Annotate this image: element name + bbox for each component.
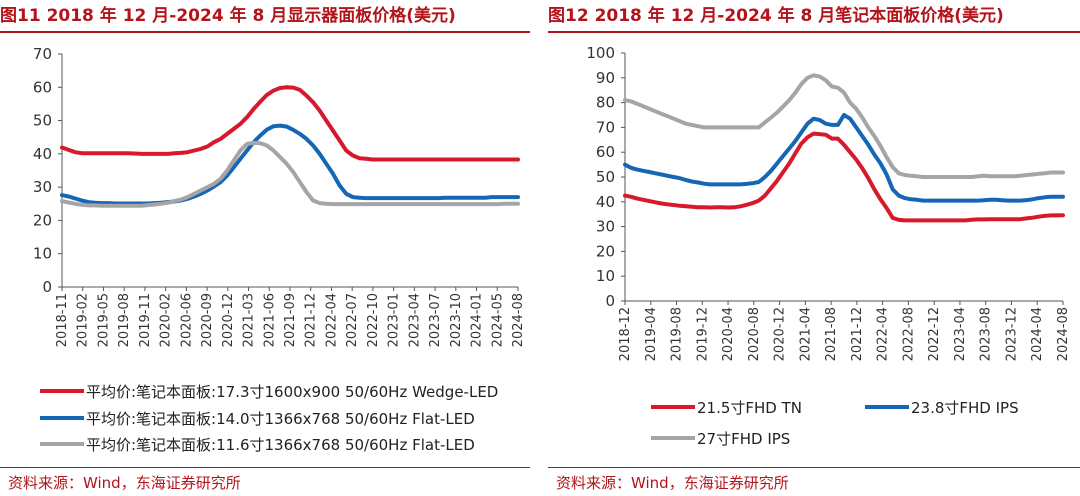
x-tick-label: 2024-04 [1030,307,1045,361]
right-chart-panel: 图12 2018 年 12 月-2024 年 8 月笔记本面板价格(美元) 0 1… [548,0,1080,496]
x-tick-label: 2019-05 [96,293,111,347]
left-line-chart: 0 10 20 30 40 50 60 70 2018-11 2019-02 2019-05 2019… [33,45,526,454]
x-tick-label: 2021-08 [824,307,839,361]
legend-label: 27寸FHD IPS [697,430,790,448]
y-tick-label: 30 [33,178,52,196]
x-tick-label: 2023-08 [979,307,994,361]
series-line [623,113,1065,203]
series-line [623,73,1065,179]
x-tick-label: 2019-04 [644,307,659,361]
x-tick-label: 2020-09 [200,293,215,347]
x-tick-label: 2021-03 [242,293,257,347]
y-tick-label: 60 [33,78,52,96]
y-tick-label: 30 [596,218,615,236]
x-tick-label: 2022-04 [324,293,339,347]
x-tick-label: 2020-12 [773,307,788,361]
x-tick-label: 2024-05 [490,293,505,347]
x-tick-label: 2019-08 [670,307,685,361]
x-tick-label: 2020-04 [721,307,736,361]
series-line [60,140,520,208]
y-tick-label: 10 [596,267,615,285]
left-footer-rule [0,467,530,468]
x-tick-label: 2019-08 [117,293,132,347]
y-tick-label: 10 [33,245,52,263]
x-tick-label: 2023-04 [953,307,968,361]
y-tick-label: 40 [33,145,52,163]
right-chart-title: 图12 2018 年 12 月-2024 年 8 月笔记本面板价格(美元) [548,6,1004,26]
x-tick-label: 2020-02 [159,293,174,347]
y-tick-label: 100 [586,44,615,62]
x-tick-label: 2022-08 [901,307,916,361]
legend-label: 平均价:笔记本面板:14.0寸1366x768 50/60Hz Flat-LED [86,410,475,428]
right-source-note: 资料来源：Wind，东海证券研究所 [556,474,789,492]
y-tick-label: 70 [33,45,52,63]
legend-label: 21.5寸FHD TN [697,399,802,417]
x-tick-label: 2023-10 [449,293,464,347]
x-tick-label: 2020-12 [221,293,236,347]
series-line [60,85,520,162]
y-tick-label: 40 [596,193,615,211]
x-tick-label: 2020-08 [747,307,762,361]
series-line [623,131,1065,223]
y-tick-label: 20 [596,242,615,260]
y-tick-label: 50 [33,112,52,130]
x-tick-label: 2019-12 [695,307,710,361]
left-source-note: 资料来源：Wind，东海证券研究所 [8,474,241,492]
x-tick-label: 2022-12 [927,307,942,361]
right-title-rule [548,31,1080,33]
legend-label: 23.8寸FHD IPS [911,399,1019,417]
x-tick-label: 2024-01 [470,293,485,347]
y-tick-label: 60 [596,143,615,161]
x-tick-label: 2023-12 [1004,307,1019,361]
x-tick-label: 2023-04 [407,293,422,347]
x-tick-label: 2020-06 [179,293,194,347]
y-tick-label: 70 [596,118,615,136]
x-tick-label: 2024-08 [1056,307,1071,361]
y-tick-label: 90 [596,69,615,87]
x-tick-label: 2019-11 [138,293,153,347]
y-tick-label: 50 [596,168,615,186]
x-tick-label: 2022-04 [876,307,891,361]
y-tick-label: 80 [596,94,615,112]
x-tick-label: 2021-06 [262,293,277,347]
x-tick-label: 2023-01 [387,293,402,347]
right-footer-rule [548,467,1080,468]
left-chart-panel: 图11 2018 年 12 月-2024 年 8 月显示器面板价格(美元) 0 1… [0,0,530,496]
left-chart-title: 图11 2018 年 12 月-2024 年 8 月显示器面板价格(美元) [0,6,456,26]
series-line [60,123,520,206]
x-tick-label: 2022-07 [345,293,360,347]
x-tick-label: 2021-12 [850,307,865,361]
x-tick-label: 2022-10 [366,293,381,347]
x-tick-label: 2023-07 [428,293,443,347]
y-tick-label: 0 [42,278,52,296]
y-tick-label: 20 [33,211,52,229]
y-tick-label: 0 [605,292,615,310]
x-tick-label: 2024-08 [511,293,526,347]
legend-label: 平均价:笔记本面板:17.3寸1600x900 50/60Hz Wedge-LE… [86,383,498,401]
x-tick-label: 2021-12 [304,293,319,347]
x-tick-label: 2018-12 [618,307,633,361]
legend-label: 平均价:笔记本面板:11.6寸1366x768 50/60Hz Flat-LED [86,436,475,454]
left-title-rule [0,31,530,33]
x-tick-label: 2021-04 [798,307,813,361]
x-tick-label: 2019-02 [76,293,91,347]
x-tick-label: 2018-11 [55,293,70,347]
right-line-chart: 0 10 20 30 40 50 60 70 80 90 100 2018-12 2019-04 2019… [586,44,1071,448]
x-tick-label: 2021-09 [283,293,298,347]
